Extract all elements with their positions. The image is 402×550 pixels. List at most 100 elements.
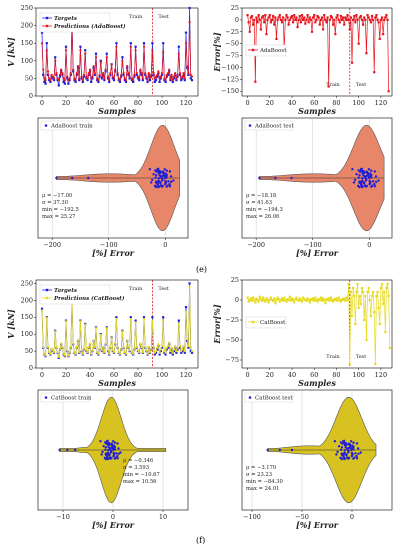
data-point — [50, 75, 53, 78]
data-point — [280, 21, 284, 24]
violin-point — [370, 176, 373, 179]
data-point — [110, 63, 113, 66]
stat-text: μ = −0.346 — [123, 458, 153, 464]
data-point — [43, 77, 46, 80]
data-point — [248, 30, 251, 33]
data-point — [283, 296, 286, 299]
data-point — [116, 72, 119, 75]
violin-point — [364, 179, 368, 182]
data-point — [157, 72, 160, 75]
data-point — [130, 77, 134, 80]
data-point — [135, 72, 138, 75]
legend-box — [39, 284, 111, 305]
data-point — [348, 362, 351, 366]
data-point — [338, 298, 341, 302]
data-point — [333, 18, 336, 21]
data-point — [159, 77, 162, 80]
data-point — [112, 351, 116, 354]
violin-point — [113, 448, 117, 451]
y-tick-label: 100 — [21, 57, 33, 65]
data-point — [123, 350, 126, 354]
y-tick-label: 250 — [21, 4, 33, 12]
data-point — [333, 298, 336, 301]
data-point — [184, 311, 188, 314]
data-point — [184, 42, 188, 45]
data-point — [363, 16, 366, 19]
data-point — [112, 350, 116, 354]
data-point — [337, 18, 340, 21]
violin-point — [360, 184, 363, 187]
violin-point — [347, 451, 350, 454]
violin-body — [59, 396, 167, 504]
data-point — [57, 79, 60, 82]
data-point — [164, 79, 167, 82]
data-point — [148, 77, 152, 80]
data-point — [380, 16, 384, 19]
annotation-test: Test — [356, 82, 366, 88]
y-tick-label: −125 — [221, 75, 239, 83]
violin-point — [151, 178, 154, 182]
data-point — [295, 16, 298, 19]
data-point — [336, 299, 339, 302]
data-point — [121, 330, 124, 333]
data-point — [350, 61, 354, 64]
data-point — [180, 77, 183, 80]
legend-label: AdaBoost — [259, 48, 287, 54]
data-point — [329, 14, 332, 18]
data-point — [287, 298, 290, 302]
violin-point — [355, 173, 358, 176]
violin-point — [339, 448, 343, 451]
data-point — [128, 75, 131, 78]
violin-point — [155, 170, 158, 173]
data-point — [46, 346, 50, 349]
data-point — [164, 351, 167, 354]
data-point — [64, 45, 68, 48]
violin-point — [71, 176, 74, 180]
data-point — [43, 353, 46, 356]
y-tick-label: 150 — [21, 39, 33, 47]
data-point — [346, 298, 349, 302]
data-point — [103, 77, 106, 80]
data-point — [272, 14, 275, 18]
data-point — [159, 349, 162, 353]
plot-frame — [241, 279, 393, 369]
y-tick-label: −50 — [225, 40, 239, 48]
data-point — [90, 352, 93, 355]
data-point — [61, 73, 64, 76]
data-point — [355, 290, 358, 294]
violin-point — [358, 180, 361, 183]
data-point — [81, 79, 84, 82]
violin-point — [353, 456, 356, 459]
data-point — [67, 82, 70, 85]
data-point — [378, 322, 381, 326]
violin-point — [342, 440, 345, 444]
violin-point — [348, 442, 351, 445]
x-tick-label: 100 — [156, 99, 168, 107]
violin-point — [111, 440, 115, 443]
data-point — [254, 301, 257, 304]
data-point — [279, 298, 282, 302]
violin-point — [358, 174, 361, 177]
data-point — [132, 79, 135, 82]
data-point — [169, 349, 172, 353]
data-point — [282, 16, 285, 19]
data-point — [166, 346, 170, 349]
data-point — [171, 351, 174, 354]
data-point — [157, 70, 160, 73]
data-point — [170, 348, 173, 351]
data-point — [82, 348, 86, 351]
violin-point — [345, 456, 349, 459]
data-point — [175, 351, 178, 354]
data-point — [304, 22, 307, 25]
data-point — [289, 16, 292, 19]
data-point — [164, 80, 167, 84]
violin-point — [344, 441, 348, 445]
x-tick-label: 20 — [62, 99, 70, 107]
data-point — [308, 16, 311, 19]
data-point — [178, 344, 182, 348]
legend-box — [245, 316, 287, 329]
data-point — [94, 52, 98, 55]
legend-marker — [45, 16, 49, 20]
violin-point — [159, 184, 163, 187]
data-point — [171, 353, 174, 356]
